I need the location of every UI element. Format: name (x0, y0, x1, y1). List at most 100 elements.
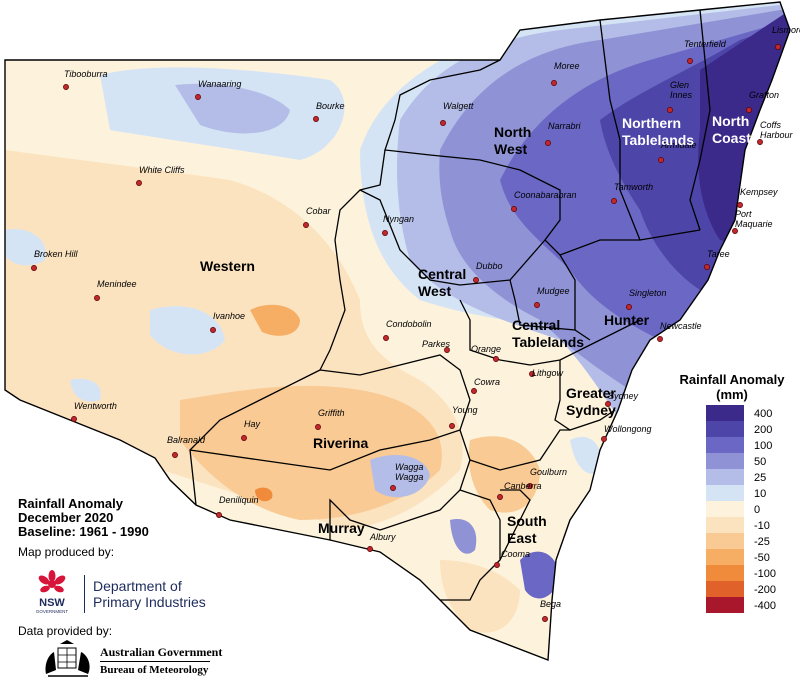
town-marker (497, 494, 503, 500)
legend-label: -25 (754, 536, 770, 548)
town-marker (31, 265, 37, 271)
town-marker (63, 84, 69, 90)
town-markers: Tibooburra Wanaaring Bourke Walgett Moree Ten… (31, 25, 800, 622)
town-label: Kempsey (740, 187, 778, 197)
town-label: Albury (369, 532, 396, 542)
town-marker (545, 140, 551, 146)
town-label: Tamworth (614, 182, 653, 192)
region-label: Central (418, 266, 466, 282)
region-labels: WesternNorthWestNorthernTablelandsNorthC… (200, 113, 751, 546)
legend-label: -50 (754, 552, 770, 564)
legend-swatch (706, 405, 744, 421)
town-label: Walgett (443, 101, 474, 111)
legend-label: -400 (754, 600, 777, 612)
region-label: Sydney (566, 402, 616, 418)
town-label: Dubbo (476, 261, 503, 271)
town-label: Deniliquin (219, 495, 259, 505)
region-label: Central (512, 317, 560, 333)
town-label: Grafton (749, 90, 779, 100)
town-label: Narrabri (548, 121, 582, 131)
town-marker (534, 302, 540, 308)
town-label: Innes (670, 90, 693, 100)
legend-label: 10 (754, 488, 767, 500)
legend-swatch (706, 565, 744, 581)
town-label: Canberra (504, 481, 542, 491)
town-label: Harbour (760, 130, 794, 140)
legend-swatch (706, 437, 744, 453)
town-marker (626, 304, 632, 310)
town-marker (775, 44, 781, 50)
map-title-line3: Baseline: 1961 - 1990 (18, 524, 149, 539)
town-marker (136, 180, 142, 186)
legend-title-line2: (mm) (716, 387, 748, 402)
bom-name-text: Bureau of Meteorology (100, 664, 209, 676)
bom-gov-text: Australian Government (100, 645, 223, 659)
town-marker (473, 277, 479, 283)
town-label: Wentworth (74, 401, 117, 411)
map-info: Rainfall Anomaly December 2020 Baseline:… (18, 496, 149, 560)
town-label: Nyngan (383, 214, 414, 224)
town-marker (551, 80, 557, 86)
legend-label: 50 (754, 456, 767, 468)
town-label: White Cliffs (139, 165, 185, 175)
region-label: Tablelands (512, 334, 584, 350)
town-marker (71, 416, 77, 422)
legend-swatch (706, 453, 744, 469)
legend-title: Rainfall Anomaly (mm) (672, 372, 792, 402)
nsw-logo-text: NSW (39, 597, 65, 609)
nsw-waratah-logo: NSW GOVERNMENT (36, 570, 69, 614)
region-label: Northern (622, 115, 681, 131)
town-marker (390, 485, 396, 491)
town-label: Armidale (660, 140, 697, 150)
town-marker (241, 435, 247, 441)
town-marker (444, 347, 450, 353)
legend-swatch (706, 469, 744, 485)
town-label: Wagga (395, 472, 423, 482)
region-label: West (418, 283, 452, 299)
town-marker (657, 336, 663, 342)
nsw-gov-text: GOVERNMENT (36, 609, 69, 614)
town-label: Tibooburra (64, 69, 107, 79)
town-marker (471, 388, 477, 394)
town-label: Lithgow (532, 368, 564, 378)
town-label: Taree (707, 249, 730, 259)
legend-swatch (706, 421, 744, 437)
town-marker (195, 94, 201, 100)
town-label: Cooma (501, 549, 530, 559)
state-outline (4, 1, 791, 661)
town-label: Mudgee (537, 286, 570, 296)
data-provided-label: Data provided by: (18, 624, 113, 638)
legend-swatch (706, 485, 744, 501)
town-marker (449, 423, 455, 429)
legend-label: -100 (754, 568, 777, 580)
legend-label: -10 (754, 520, 770, 532)
dpi-line2: Primary Industries (93, 594, 206, 610)
town-marker (611, 198, 617, 204)
legend-label: 200 (754, 424, 773, 436)
town-marker (94, 295, 100, 301)
town-marker (601, 436, 607, 442)
dpi-name: Department of Primary Industries (93, 578, 206, 610)
map-title-line2: December 2020 (18, 510, 114, 525)
region-label: Tablelands (622, 132, 694, 148)
town-marker (313, 116, 319, 122)
legend-label: -200 (754, 584, 777, 596)
town-marker (172, 452, 178, 458)
town-label: Moree (554, 61, 580, 71)
town-marker (493, 356, 499, 362)
region-label: North (712, 113, 749, 129)
town-marker (542, 616, 548, 622)
map-title-line1: Rainfall Anomaly (18, 496, 123, 511)
town-marker (383, 335, 389, 341)
town-marker (732, 228, 738, 234)
logo-separator (84, 575, 85, 613)
legend-label: 400 (754, 408, 773, 420)
region-label: Greater (566, 385, 616, 401)
town-label: Bega (540, 599, 561, 609)
town-label: Singleton (629, 288, 667, 298)
legend-swatch (706, 597, 744, 613)
town-marker (687, 58, 693, 64)
town-label: Menindee (97, 279, 137, 289)
legend-swatch (706, 533, 744, 549)
